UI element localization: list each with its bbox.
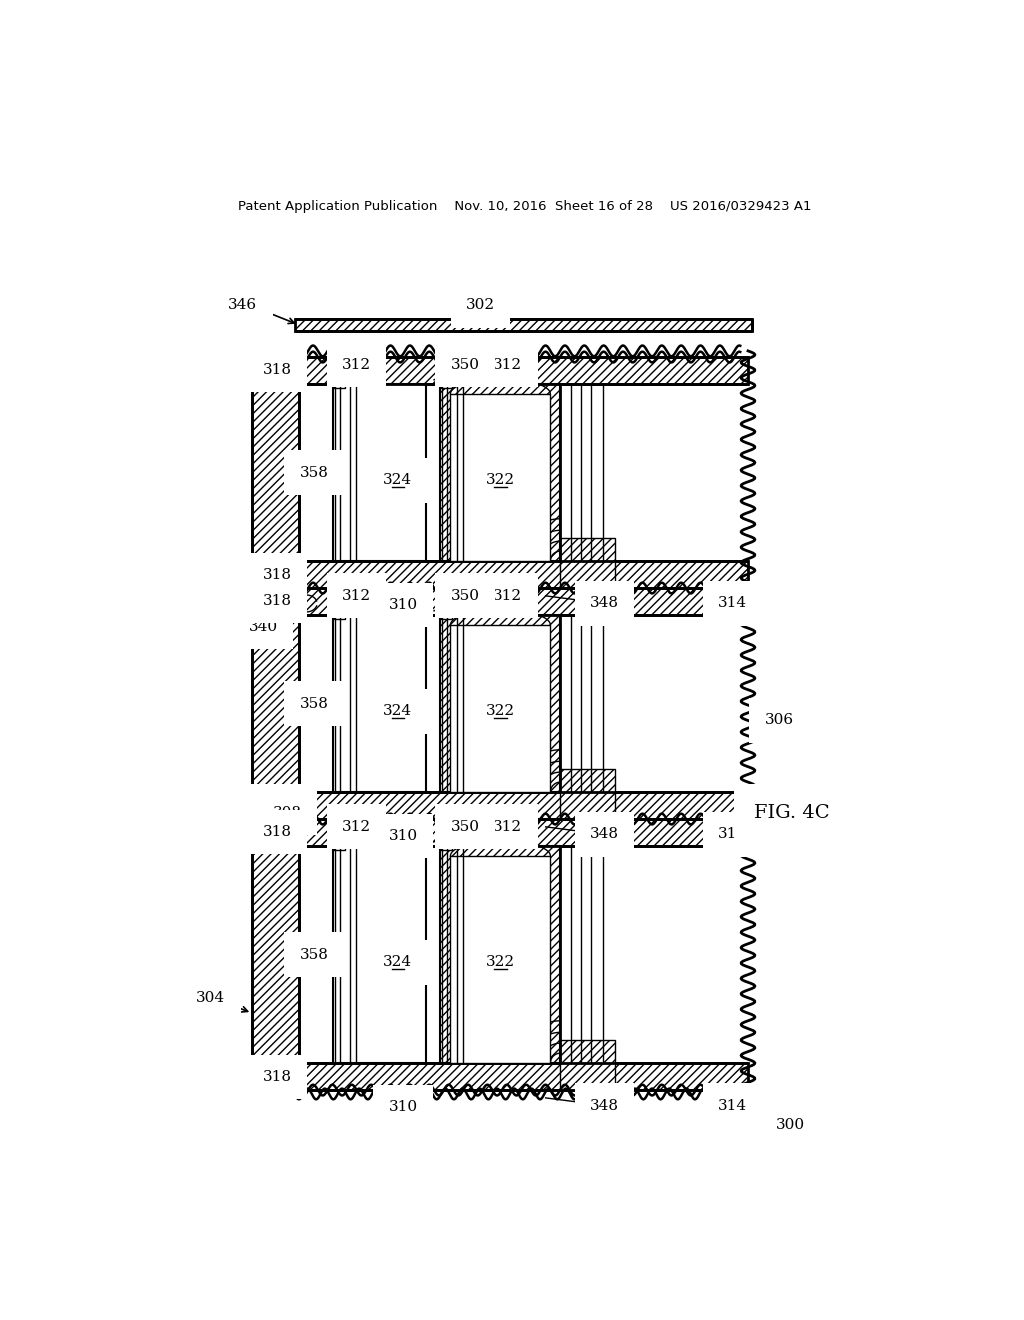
Text: 322: 322 xyxy=(485,956,515,969)
Text: 312: 312 xyxy=(494,358,522,372)
Text: 340: 340 xyxy=(249,619,279,634)
Text: 308: 308 xyxy=(272,807,301,820)
Text: 322: 322 xyxy=(485,705,515,718)
Text: 358: 358 xyxy=(300,466,329,479)
Text: 318: 318 xyxy=(263,825,292,840)
Text: 312: 312 xyxy=(494,820,522,834)
Text: 310: 310 xyxy=(388,598,418,612)
Bar xyxy=(440,846,560,1063)
Bar xyxy=(440,615,560,792)
Text: FIG. 4C: FIG. 4C xyxy=(754,804,829,822)
Bar xyxy=(334,384,426,561)
Text: 314: 314 xyxy=(718,1098,748,1113)
Bar xyxy=(299,792,748,818)
Text: 324: 324 xyxy=(383,956,413,969)
Bar xyxy=(334,846,426,1063)
Text: 304: 304 xyxy=(197,991,225,1005)
Bar xyxy=(299,1063,748,1090)
Text: 306: 306 xyxy=(765,714,794,727)
Text: 318: 318 xyxy=(263,568,292,582)
Text: 318: 318 xyxy=(263,363,292,378)
Text: 346: 346 xyxy=(228,298,257,313)
Text: 348: 348 xyxy=(590,828,620,841)
Bar xyxy=(334,374,345,388)
Bar xyxy=(295,318,752,331)
Bar xyxy=(451,395,550,561)
Text: 318: 318 xyxy=(263,1071,292,1084)
Text: 348: 348 xyxy=(590,597,620,610)
Bar xyxy=(299,358,748,384)
Text: 348: 348 xyxy=(590,1098,620,1113)
Bar xyxy=(299,818,748,846)
Bar xyxy=(441,836,452,850)
Bar xyxy=(334,615,426,792)
Text: 358: 358 xyxy=(300,697,329,710)
Text: 314: 314 xyxy=(718,828,748,841)
Bar xyxy=(252,358,299,589)
Bar xyxy=(299,589,748,615)
Text: 358: 358 xyxy=(300,948,329,961)
Bar xyxy=(451,855,550,1063)
Bar xyxy=(299,561,748,589)
Text: 314: 314 xyxy=(718,597,748,610)
Bar xyxy=(252,818,299,1090)
Text: 324: 324 xyxy=(383,474,413,487)
Bar xyxy=(440,384,560,561)
Bar xyxy=(560,539,614,589)
Text: 312: 312 xyxy=(342,820,371,834)
Text: 318: 318 xyxy=(263,594,292,609)
Text: 350: 350 xyxy=(451,358,479,372)
Text: 312: 312 xyxy=(342,358,371,372)
Bar xyxy=(441,605,452,619)
Text: 300: 300 xyxy=(776,1118,805,1131)
Text: Patent Application Publication    Nov. 10, 2016  Sheet 16 of 28    US 2016/03294: Patent Application Publication Nov. 10, … xyxy=(238,199,812,213)
Text: 312: 312 xyxy=(342,589,371,603)
Bar xyxy=(441,374,452,388)
Bar xyxy=(560,1040,614,1090)
Text: 350: 350 xyxy=(451,589,479,603)
Bar xyxy=(560,770,614,818)
Text: 302: 302 xyxy=(466,298,496,313)
Text: 318: 318 xyxy=(263,799,292,813)
Text: 312: 312 xyxy=(494,589,522,603)
Bar xyxy=(334,836,345,850)
Text: 322: 322 xyxy=(485,474,515,487)
Text: 310: 310 xyxy=(388,829,418,843)
Bar xyxy=(252,589,299,818)
Text: 310: 310 xyxy=(388,1100,418,1114)
Text: 324: 324 xyxy=(383,705,413,718)
Bar xyxy=(334,605,345,619)
Bar xyxy=(451,626,550,792)
Text: 350: 350 xyxy=(451,820,479,834)
